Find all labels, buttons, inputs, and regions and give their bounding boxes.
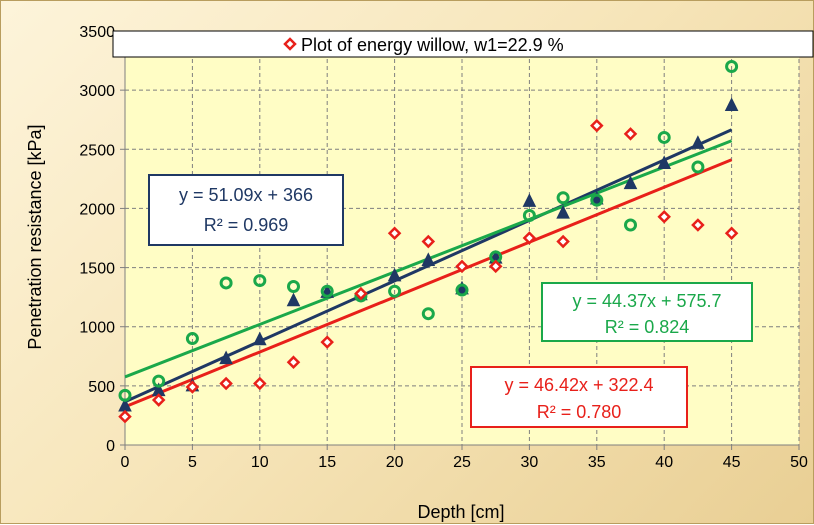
y-tick-label: 1000 [79, 320, 115, 337]
data-point-triangle [522, 193, 537, 207]
data-point-circle [219, 276, 233, 290]
data-points [118, 59, 739, 424]
legend: Plot of energy willow, w1=22.9 % [112, 30, 814, 58]
legend-marker [283, 37, 297, 51]
data-point-circle [185, 332, 199, 346]
data-point-diamond [724, 226, 739, 241]
data-point-diamond [421, 234, 436, 249]
x-tick-label: 5 [188, 454, 197, 471]
r2-red: R² = 0.780 [537, 402, 622, 422]
y-tick-label: 3000 [79, 83, 115, 100]
x-tick-label: 40 [655, 454, 673, 471]
data-point-diamond [522, 231, 537, 245]
equation-box-frame [470, 366, 688, 428]
data-point-circle [590, 193, 604, 207]
data-point-circle [118, 388, 132, 402]
equation-navy: y = 51.09x + 366 [179, 185, 313, 205]
data-point-triangle [556, 205, 570, 219]
data-point-triangle [623, 175, 638, 190]
trendline-diamond [124, 158, 733, 409]
data-point-circle [624, 218, 637, 232]
data-point-diamond [387, 226, 402, 241]
x-tick-label: 35 [588, 454, 606, 471]
data-point-circle [320, 284, 334, 298]
data-point-circle [522, 209, 536, 223]
data-point-triangle [286, 292, 301, 307]
equation-box-green: y = 44.37x + 575.7 R² = 0.824 [541, 282, 753, 342]
data-point-circle [287, 279, 300, 293]
data-point-triangle [387, 267, 402, 282]
data-point-circle [556, 191, 570, 205]
data-point-triangle [219, 350, 233, 365]
equation-red: y = 46.42x + 322.4 [504, 375, 653, 395]
data-point-diamond [691, 218, 705, 232]
data-point-diamond [286, 355, 301, 369]
x-tick-label: 50 [790, 454, 808, 471]
data-point-diamond [185, 380, 200, 394]
x-tick-label: 10 [251, 454, 269, 471]
data-point-triangle [252, 331, 267, 346]
data-point-circle [388, 284, 402, 298]
data-point-diamond [556, 234, 570, 249]
tick-labels: 0 5 10 15 20 25 30 35 40 45 5005001000150020002500… [79, 24, 808, 471]
x-axis-title: Depth [cm] [417, 502, 504, 522]
data-point-circle [725, 59, 739, 73]
y-axis-title: Penetration resistance [kPa] [25, 124, 45, 349]
equation-box-red: y = 46.42x + 322.4 R² = 0.780 [470, 366, 688, 428]
data-point-diamond [455, 259, 469, 274]
data-point-circle [253, 274, 267, 288]
data-point-diamond [118, 409, 132, 424]
y-tick-label: 1500 [79, 261, 115, 278]
data-point-diamond [354, 286, 368, 301]
data-point-circle [691, 160, 705, 174]
data-point-circle [455, 283, 469, 297]
data-point-circle [152, 374, 166, 388]
data-point-circle [421, 307, 435, 321]
r2-green: R² = 0.824 [605, 317, 690, 337]
y-tick-label: 2500 [79, 142, 115, 159]
x-tick-label: 20 [386, 454, 404, 471]
data-point-triangle [421, 252, 436, 266]
data-point-triangle [724, 97, 739, 112]
data-point-diamond [253, 376, 267, 391]
data-point-diamond [488, 259, 503, 274]
legend-label: Plot of energy willow, w1=22.9 % [301, 35, 564, 55]
data-point-triangle [657, 155, 672, 169]
equation-green: y = 44.37x + 575.7 [572, 291, 721, 311]
x-tick-label: 0 [121, 454, 130, 471]
y-tick-label: 3500 [79, 24, 115, 41]
x-tick-label: 30 [521, 454, 539, 471]
x-tick-label: 25 [453, 454, 471, 471]
legend-diamond-marker [283, 37, 297, 51]
data-point-diamond [151, 393, 166, 407]
x-tick-label: 45 [723, 454, 741, 471]
data-point-diamond [219, 376, 233, 391]
r2-navy: R² = 0.969 [204, 215, 289, 235]
legend-box [112, 30, 814, 58]
x-tick-label: 15 [318, 454, 336, 471]
data-point-triangle [691, 135, 705, 149]
data-point-diamond [657, 209, 671, 224]
data-point-circle [657, 130, 671, 144]
equation-box-navy: y = 51.09x + 366 R² = 0.969 [148, 174, 344, 246]
equation-box-frame [148, 174, 344, 246]
y-tick-label: 0 [106, 438, 115, 455]
data-point-diamond [590, 118, 604, 133]
y-tick-label: 500 [88, 379, 115, 396]
data-point-diamond [623, 127, 638, 141]
equation-box-frame [541, 282, 753, 342]
data-point-diamond [320, 335, 334, 349]
y-tick-label: 2000 [79, 201, 115, 218]
